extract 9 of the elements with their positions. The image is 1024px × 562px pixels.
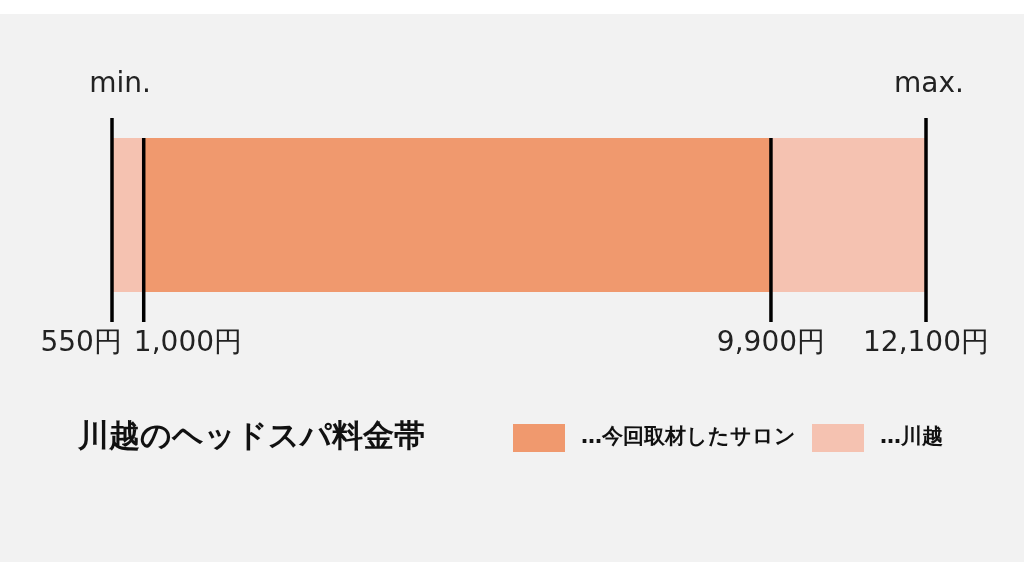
ref-line-label: 9,900円 (716, 325, 826, 359)
ref-line-label: 1,000円 (133, 325, 243, 359)
legend-label: …川越 (880, 424, 943, 449)
annotation: min. (89, 66, 151, 100)
annotation: max. (894, 66, 964, 100)
legend-label: …今回取材したサロン (581, 424, 796, 449)
ref-line-label: 550円 (40, 325, 122, 359)
ref-line-label: 12,100円 (863, 325, 989, 359)
text: 川越のヘッドスパ料金帯 (77, 417, 425, 454)
